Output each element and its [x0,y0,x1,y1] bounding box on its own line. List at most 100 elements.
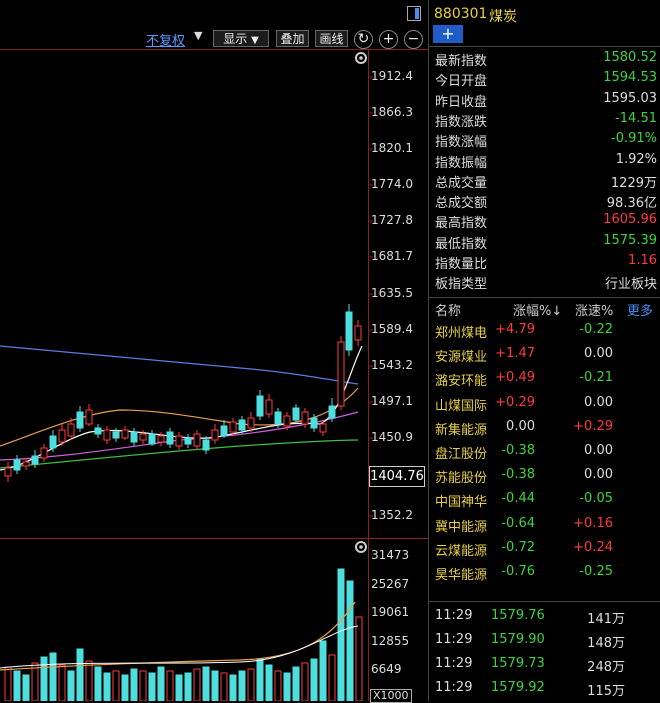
candle-body [193,433,201,447]
stat-label: 最低指数 [435,236,488,252]
stat-row: 总成交额 98.36亿 [433,192,659,212]
candle-body [85,409,93,425]
price-axis-label: 1589.4 [371,322,413,336]
candle-body [256,395,264,417]
candle-body [202,439,210,451]
volume-bar [265,664,273,701]
stat-label: 最高指数 [435,216,488,232]
zoom-in-icon[interactable]: + [379,30,398,49]
stat-value: 1595.03 [603,90,657,106]
volume-bar [4,666,12,701]
refresh-icon[interactable]: ↻ [354,30,373,49]
more-link[interactable]: 更多 [627,304,654,319]
stock-speed: -0.22 [579,322,613,337]
candle-body [130,431,138,443]
stock-name: 冀中能源 [435,519,488,535]
sector-list-item[interactable]: 盘江股份 -0.38 0.00 [433,443,659,466]
stat-row: 最新指数 1580.52 [433,50,659,70]
sector-list-item[interactable]: 郑州煤电 +4.79 -0.22 [433,322,659,345]
stock-name: 新集能源 [435,422,488,438]
stock-speed: +0.24 [573,539,613,555]
stat-value: 1.92% [615,151,657,167]
sector-list-item[interactable]: 潞安环能 +0.49 -0.21 [433,370,659,393]
volume-bar [202,666,210,701]
stock-change: -0.38 [501,467,535,483]
col-speed-header: 涨速% [575,304,614,319]
volume-bar [220,672,228,701]
sector-list-item[interactable]: 苏能股份 -0.38 0.00 [433,467,659,490]
stat-value: 1.16 [628,253,657,268]
price-axis-label: 1820.1 [371,141,413,155]
candle-body [157,435,165,443]
sector-list-item[interactable]: 中国神华 -0.44 -0.05 [433,491,659,514]
ma-green-line [0,439,359,469]
tick-row: 11:29 1579.76 141万 [433,608,659,630]
volume-bar [319,640,327,701]
sector-list-item[interactable]: 新集能源 0.00 +0.29 [433,419,659,442]
candle-body [76,411,84,429]
candle-body [175,435,183,447]
candle-body [166,431,174,445]
stock-name: 山煤国际 [435,398,488,414]
volume-axis-label: 25267 [371,577,410,591]
stock-speed: 0.00 [584,346,613,362]
tick-row: 11:29 1579.90 148万 [433,632,659,654]
volume-axis-label: 6649 [371,662,402,676]
volume-bar [229,674,237,701]
display-button[interactable]: 显示 ▼ [213,30,269,47]
candle-body [283,415,291,427]
gear-icon[interactable] [355,52,367,64]
layout-toggle-icon[interactable] [407,6,421,21]
sector-list-item[interactable]: 冀中能源 -0.64 +0.16 [433,516,659,539]
volume-bar [292,666,300,701]
stock-name: 昊华能源 [435,568,488,583]
overlay-button[interactable]: 叠加 [276,30,309,47]
zoom-out-icon[interactable]: − [404,30,423,49]
sector-list-item[interactable]: 昊华能源 -0.76 -0.25 [433,564,659,587]
volume-bar [49,652,57,701]
adjust-dropdown-icon[interactable]: ▼ [194,29,203,42]
volume-bar [67,670,75,701]
candle-body [301,411,309,425]
adjust-selector[interactable]: 不复权 [146,34,186,49]
sector-list-item[interactable]: 山煤国际 +0.29 0.00 [433,395,659,418]
candle-body [67,423,75,437]
price-axis-label: 1681.7 [371,249,413,263]
chart-pane[interactable]: 不复权 ▼ 显示 ▼ 叠加 画线 ↻ + − [0,0,428,703]
stock-speed: -0.21 [579,370,613,386]
price-axis-label: 1774.0 [371,177,413,191]
sector-list-item[interactable]: 安源煤业 +1.47 0.00 [433,346,659,369]
volume-bar [175,674,183,701]
gear-icon[interactable] [355,541,367,553]
price-axis-label: 1635.5 [371,286,413,300]
stat-value: 1575.39 [603,232,657,248]
stat-row: 指数涨幅 -0.91% [433,131,659,151]
stock-change: +4.79 [495,322,535,337]
candle-body [148,433,156,445]
stock-change: +0.49 [495,370,535,386]
add-to-watchlist-button[interactable]: + [433,25,463,43]
col-change-header[interactable]: 涨幅%↓ [513,304,563,319]
draw-line-button[interactable]: 画线 [315,30,348,47]
tick-time: 11:29 [435,680,473,695]
sector-list-item[interactable]: 云煤能源 -0.72 +0.24 [433,540,659,563]
stock-change: +1.47 [495,346,535,362]
volume-bar [31,662,39,701]
volume-bar [211,670,219,701]
volume-bar [328,654,336,701]
candle-body [94,427,102,435]
candle-body [328,405,336,419]
stock-name: 盘江股份 [435,447,488,462]
stock-speed: 0.00 [584,467,613,483]
volume-ma-orange-line [0,601,356,671]
volume-bar [238,670,246,701]
volume-bar [130,668,138,701]
quote-pane: 880301 煤炭 + 最新指数 1580.52 今日开盘 1594.53 昨日收盘 15… [407,0,660,701]
volume-bar [337,568,345,701]
stock-name: 中国神华 [435,495,488,511]
stock-name: 云煤能源 [435,543,488,559]
candle-body [238,419,246,431]
kline-chart[interactable] [0,0,428,701]
candle-body [139,433,147,441]
candle-body [184,437,192,445]
